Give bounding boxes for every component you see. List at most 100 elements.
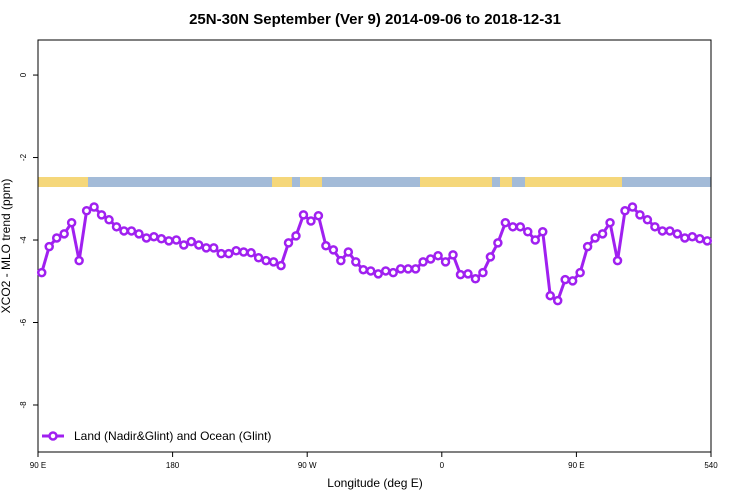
plot-frame <box>37 39 712 453</box>
y-tick-label: 0 <box>19 72 28 77</box>
point <box>44 241 54 252</box>
point <box>141 233 152 243</box>
point <box>635 210 645 220</box>
x-tick-label: 540 <box>704 461 718 470</box>
ocean <box>38 177 711 187</box>
point <box>231 245 241 256</box>
point <box>96 210 107 220</box>
land <box>272 177 292 187</box>
point <box>612 255 623 266</box>
land <box>420 177 492 187</box>
point <box>440 257 451 267</box>
point <box>702 236 713 246</box>
point <box>164 236 174 246</box>
land <box>300 177 322 187</box>
point <box>552 295 563 306</box>
point <box>410 264 421 274</box>
point <box>36 267 47 278</box>
point <box>530 235 541 245</box>
point <box>642 215 653 225</box>
point <box>246 248 256 258</box>
point <box>627 202 638 212</box>
point <box>74 255 84 266</box>
point <box>358 264 369 275</box>
point <box>582 241 593 252</box>
point <box>366 266 376 276</box>
y-tick-label: -8 <box>19 401 28 409</box>
point <box>650 222 660 232</box>
point <box>425 254 436 264</box>
point <box>680 233 690 243</box>
point <box>493 238 503 248</box>
y-tick-label: -6 <box>19 318 28 326</box>
point <box>253 253 264 263</box>
x-tick-label: 90 E <box>30 461 46 470</box>
point <box>560 274 570 285</box>
y-tick-label: -2 <box>19 153 28 161</box>
point <box>373 269 383 279</box>
point <box>695 234 705 244</box>
point <box>313 210 324 221</box>
point <box>508 222 518 232</box>
point <box>156 234 167 244</box>
point <box>657 226 668 236</box>
point <box>186 236 197 247</box>
point <box>208 243 219 253</box>
point <box>126 226 137 236</box>
point <box>223 248 234 259</box>
land-ocean-strip <box>38 177 711 187</box>
point <box>463 269 473 279</box>
point <box>672 229 683 239</box>
point <box>343 247 354 257</box>
point <box>306 216 316 226</box>
x-tick-label: 180 <box>166 461 180 470</box>
legend-marker <box>48 431 58 441</box>
point <box>605 217 615 228</box>
point <box>66 217 77 228</box>
point <box>149 231 159 242</box>
point <box>276 260 286 271</box>
point <box>545 290 555 301</box>
point <box>238 247 249 257</box>
point <box>485 252 496 262</box>
point <box>590 233 600 243</box>
point <box>665 226 675 236</box>
point <box>81 205 92 216</box>
point <box>194 240 204 250</box>
land <box>38 177 88 187</box>
point <box>478 267 488 278</box>
point <box>500 217 511 228</box>
point <box>403 264 413 274</box>
point <box>179 240 189 250</box>
point <box>298 210 309 220</box>
point <box>104 215 114 225</box>
y-tick-label: -4 <box>19 236 28 244</box>
point <box>538 227 548 237</box>
point <box>111 222 122 232</box>
point <box>59 229 69 239</box>
point <box>388 267 398 278</box>
point <box>523 227 533 237</box>
point <box>321 241 331 251</box>
land <box>525 177 622 187</box>
point <box>134 229 144 239</box>
x-axis-label: Longitude (deg E) <box>327 476 422 490</box>
point <box>89 202 99 212</box>
x-tick-label: 0 <box>440 461 445 470</box>
point <box>261 255 271 266</box>
point <box>597 229 608 239</box>
point <box>448 250 458 260</box>
point <box>567 276 578 286</box>
point <box>351 257 361 267</box>
point <box>515 222 526 232</box>
point <box>433 250 443 261</box>
point <box>687 231 698 242</box>
point <box>328 245 339 255</box>
chart-title: 25N-30N September (Ver 9) 2014-09-06 to … <box>189 11 561 28</box>
point <box>575 267 585 278</box>
point <box>291 231 301 241</box>
x-tick-label: 90 E <box>568 461 584 470</box>
point <box>268 257 279 267</box>
point <box>380 266 391 276</box>
